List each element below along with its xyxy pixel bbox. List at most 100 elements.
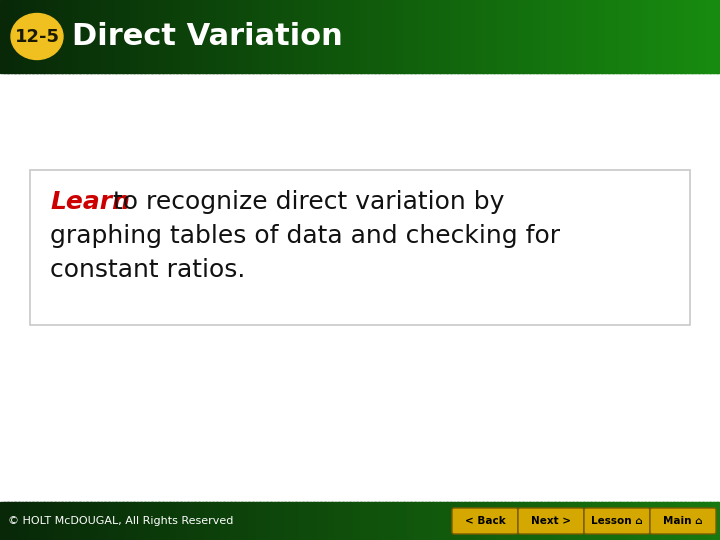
Bar bbox=[43, 502, 48, 540]
Bar bbox=[148, 502, 153, 540]
Bar bbox=[518, 502, 523, 540]
Bar bbox=[626, 0, 631, 73]
Bar bbox=[580, 0, 585, 73]
Bar bbox=[65, 502, 70, 540]
Bar bbox=[590, 0, 595, 73]
Bar bbox=[241, 502, 246, 540]
Bar bbox=[176, 502, 181, 540]
Bar bbox=[7, 0, 12, 73]
Bar bbox=[220, 502, 225, 540]
Bar bbox=[119, 502, 124, 540]
Bar bbox=[155, 502, 160, 540]
Bar bbox=[263, 0, 268, 73]
Bar bbox=[389, 0, 394, 73]
Bar bbox=[688, 502, 693, 540]
Bar bbox=[353, 502, 358, 540]
Bar bbox=[299, 502, 304, 540]
Bar bbox=[29, 502, 34, 540]
Bar bbox=[356, 0, 361, 73]
Bar bbox=[4, 502, 9, 540]
Bar bbox=[277, 502, 282, 540]
Bar bbox=[482, 0, 487, 73]
Bar bbox=[374, 0, 379, 73]
Bar bbox=[630, 0, 635, 73]
Bar bbox=[623, 502, 628, 540]
Bar bbox=[18, 502, 23, 540]
Bar bbox=[83, 502, 88, 540]
Bar bbox=[706, 502, 711, 540]
Bar bbox=[371, 0, 376, 73]
Bar bbox=[346, 502, 351, 540]
Bar bbox=[551, 502, 556, 540]
Bar bbox=[544, 502, 549, 540]
Bar bbox=[40, 502, 45, 540]
Bar bbox=[187, 0, 192, 73]
Bar bbox=[36, 0, 41, 73]
Bar bbox=[284, 502, 289, 540]
Bar bbox=[475, 0, 480, 73]
Bar bbox=[137, 0, 142, 73]
Bar bbox=[587, 502, 592, 540]
Bar bbox=[328, 0, 333, 73]
Bar bbox=[594, 502, 599, 540]
Bar bbox=[256, 502, 261, 540]
Bar bbox=[54, 0, 59, 73]
Bar bbox=[482, 502, 487, 540]
Bar bbox=[565, 0, 570, 73]
Bar bbox=[130, 0, 135, 73]
Bar bbox=[306, 502, 311, 540]
Bar bbox=[68, 502, 73, 540]
Bar bbox=[511, 502, 516, 540]
Bar bbox=[32, 502, 37, 540]
Bar bbox=[259, 0, 264, 73]
Bar bbox=[439, 502, 444, 540]
Bar bbox=[698, 0, 703, 73]
Bar bbox=[101, 0, 106, 73]
Bar bbox=[104, 0, 109, 73]
Bar bbox=[108, 502, 113, 540]
Bar bbox=[302, 0, 307, 73]
Bar bbox=[61, 502, 66, 540]
Bar bbox=[407, 0, 412, 73]
Bar bbox=[562, 0, 567, 73]
Bar bbox=[43, 0, 48, 73]
Bar bbox=[76, 0, 81, 73]
Bar bbox=[295, 0, 300, 73]
Bar bbox=[536, 502, 541, 540]
Bar bbox=[490, 0, 495, 73]
Bar bbox=[576, 0, 581, 73]
Bar bbox=[569, 502, 574, 540]
FancyBboxPatch shape bbox=[650, 508, 716, 534]
Bar bbox=[569, 0, 574, 73]
Bar bbox=[425, 502, 430, 540]
Bar bbox=[594, 0, 599, 73]
Bar bbox=[659, 0, 664, 73]
Bar bbox=[583, 0, 588, 73]
Bar bbox=[11, 0, 16, 73]
Bar bbox=[86, 502, 91, 540]
Bar bbox=[14, 0, 19, 73]
Bar bbox=[180, 0, 185, 73]
Bar bbox=[288, 502, 293, 540]
Bar bbox=[94, 0, 99, 73]
Bar bbox=[389, 502, 394, 540]
Bar bbox=[284, 0, 289, 73]
Bar bbox=[126, 0, 131, 73]
Bar bbox=[590, 502, 595, 540]
Bar bbox=[425, 0, 430, 73]
Bar bbox=[130, 502, 135, 540]
Bar bbox=[184, 502, 189, 540]
Bar bbox=[58, 0, 63, 73]
Bar bbox=[536, 0, 541, 73]
Bar bbox=[644, 502, 649, 540]
Bar bbox=[140, 502, 145, 540]
Bar bbox=[353, 0, 358, 73]
Bar bbox=[47, 502, 52, 540]
Bar bbox=[32, 0, 37, 73]
Bar bbox=[169, 502, 174, 540]
Bar bbox=[677, 502, 682, 540]
Bar bbox=[79, 0, 84, 73]
Bar bbox=[450, 502, 455, 540]
Bar bbox=[97, 502, 102, 540]
Bar bbox=[511, 0, 516, 73]
